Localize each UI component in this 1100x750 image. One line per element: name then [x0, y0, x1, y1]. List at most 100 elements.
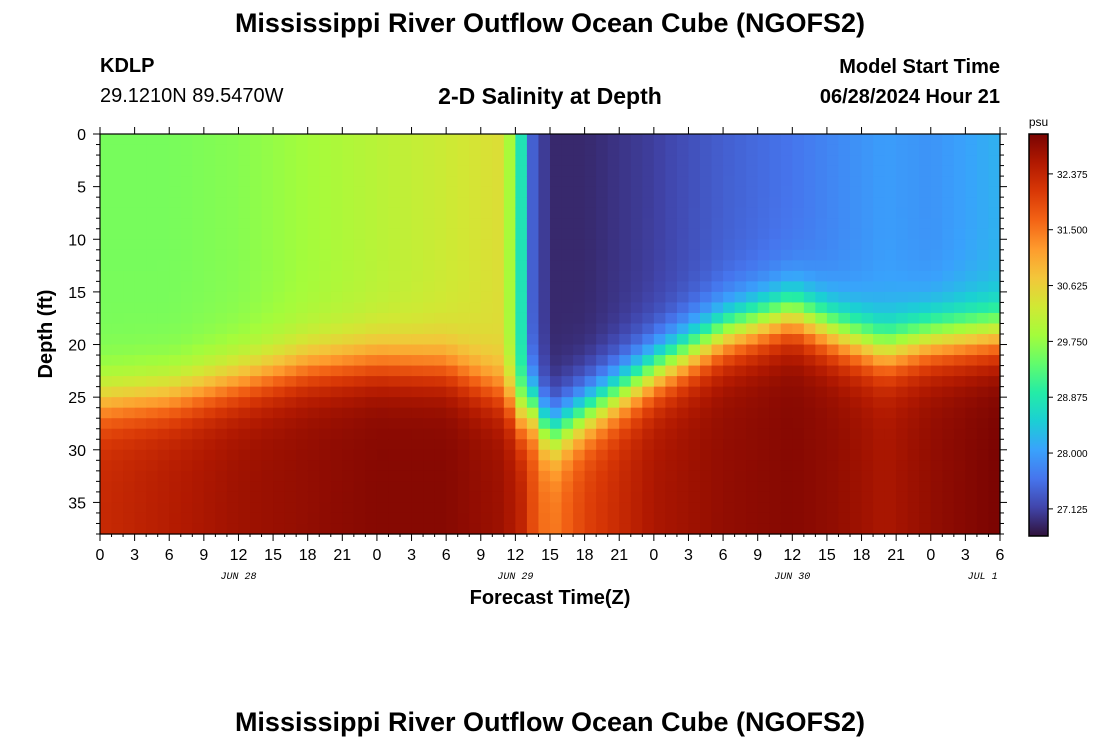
heatmap-cell	[192, 239, 205, 251]
station-coordinates: 29.1210N 89.5470W	[100, 85, 284, 107]
heatmap-cell	[330, 176, 343, 188]
heatmap-cell	[526, 512, 540, 525]
heatmap-cell	[700, 323, 713, 335]
heatmap-cell	[123, 502, 136, 514]
heatmap-cell	[157, 491, 170, 504]
heatmap-cell	[100, 418, 113, 430]
heatmap-cell	[838, 302, 851, 314]
heatmap-cell	[134, 134, 147, 146]
heatmap-cell	[746, 365, 759, 377]
heatmap-cell	[238, 365, 251, 377]
heatmap-cell	[780, 355, 793, 367]
heatmap-cell	[434, 460, 447, 472]
heatmap-cell	[261, 418, 274, 430]
heatmap-cell	[284, 312, 297, 325]
heatmap-cell	[838, 407, 851, 419]
heatmap-cell	[965, 460, 978, 472]
heatmap-cell	[123, 281, 136, 293]
heatmap-cell	[273, 312, 286, 325]
heatmap-cell	[261, 460, 274, 472]
heatmap-cell	[815, 523, 828, 535]
heatmap-cell	[353, 228, 366, 240]
heatmap-cell	[550, 344, 563, 356]
heatmap-cell	[561, 365, 574, 377]
heatmap-cell	[515, 428, 528, 440]
heatmap-cell	[861, 165, 874, 177]
heatmap-cell	[157, 334, 170, 346]
heatmap-cell	[238, 407, 251, 419]
date-label: JUN 28	[220, 572, 256, 583]
heatmap-cell	[434, 470, 447, 482]
x-tick-label: 9	[476, 547, 485, 564]
heatmap-cell	[642, 228, 655, 240]
heatmap-cell	[573, 144, 586, 156]
heatmap-cell	[676, 460, 690, 472]
heatmap-cell	[757, 365, 770, 377]
heatmap-cell	[803, 386, 816, 398]
heatmap-cell	[515, 291, 528, 304]
heatmap-cell	[561, 186, 574, 198]
heatmap-cell	[307, 344, 320, 356]
heatmap-cell	[942, 502, 955, 514]
heatmap-cell	[192, 249, 205, 261]
heatmap-cell	[907, 312, 920, 325]
heatmap-cell	[284, 491, 297, 504]
heatmap-cell	[723, 239, 736, 251]
heatmap-cell	[919, 186, 932, 198]
heatmap-cell	[919, 365, 932, 377]
heatmap-cell	[296, 228, 309, 240]
heatmap-cell	[665, 228, 678, 240]
heatmap-cell	[930, 449, 943, 461]
heatmap-cell	[988, 439, 1001, 451]
heatmap-cell	[850, 344, 863, 356]
heatmap-cell	[134, 418, 147, 430]
heatmap-cell	[746, 491, 759, 504]
heatmap-cell	[861, 239, 874, 251]
heatmap-cell	[653, 449, 666, 461]
heatmap-cell	[723, 302, 736, 314]
heatmap-cell	[769, 407, 782, 419]
heatmap-cell	[676, 439, 690, 451]
heatmap-cell	[815, 186, 828, 198]
heatmap-cell	[134, 270, 147, 282]
heatmap-cell	[226, 165, 240, 177]
heatmap-cell	[319, 165, 332, 177]
heatmap-cell	[434, 481, 447, 493]
heatmap-cell	[607, 355, 620, 367]
heatmap-cell	[873, 228, 886, 240]
heatmap-cell	[700, 428, 713, 440]
heatmap-cell	[296, 207, 309, 219]
heatmap-cell	[400, 176, 413, 188]
heatmap-cell	[584, 481, 597, 493]
heatmap-cell	[388, 491, 401, 504]
heatmap-cell	[873, 197, 886, 209]
heatmap-cell	[561, 470, 574, 482]
heatmap-cell	[284, 334, 297, 346]
heatmap-cell	[134, 523, 147, 535]
heatmap-cell	[861, 355, 874, 367]
heatmap-cell	[157, 228, 170, 240]
heatmap-cell	[642, 312, 655, 325]
heatmap-cell	[723, 512, 736, 525]
heatmap-cell	[573, 323, 586, 335]
heatmap-cell	[123, 470, 136, 482]
heatmap-cell	[792, 144, 805, 156]
heatmap-cell	[700, 523, 713, 535]
heatmap-cell	[411, 197, 424, 209]
heatmap-cell	[526, 260, 540, 272]
heatmap-cell	[284, 260, 297, 272]
heatmap-cell	[596, 291, 609, 304]
heatmap-cell	[976, 470, 990, 482]
heatmap-cell	[965, 218, 978, 230]
heatmap-cell	[400, 470, 413, 482]
heatmap-cell	[965, 523, 978, 535]
heatmap-cell	[976, 376, 990, 388]
heatmap-cell	[930, 312, 943, 325]
heatmap-cell	[884, 218, 897, 230]
heatmap-cell	[942, 344, 955, 356]
heatmap-cell	[203, 291, 216, 304]
heatmap-cell	[573, 291, 586, 304]
heatmap-cell	[573, 428, 586, 440]
heatmap-cell	[123, 165, 136, 177]
heatmap-cell	[942, 291, 955, 304]
